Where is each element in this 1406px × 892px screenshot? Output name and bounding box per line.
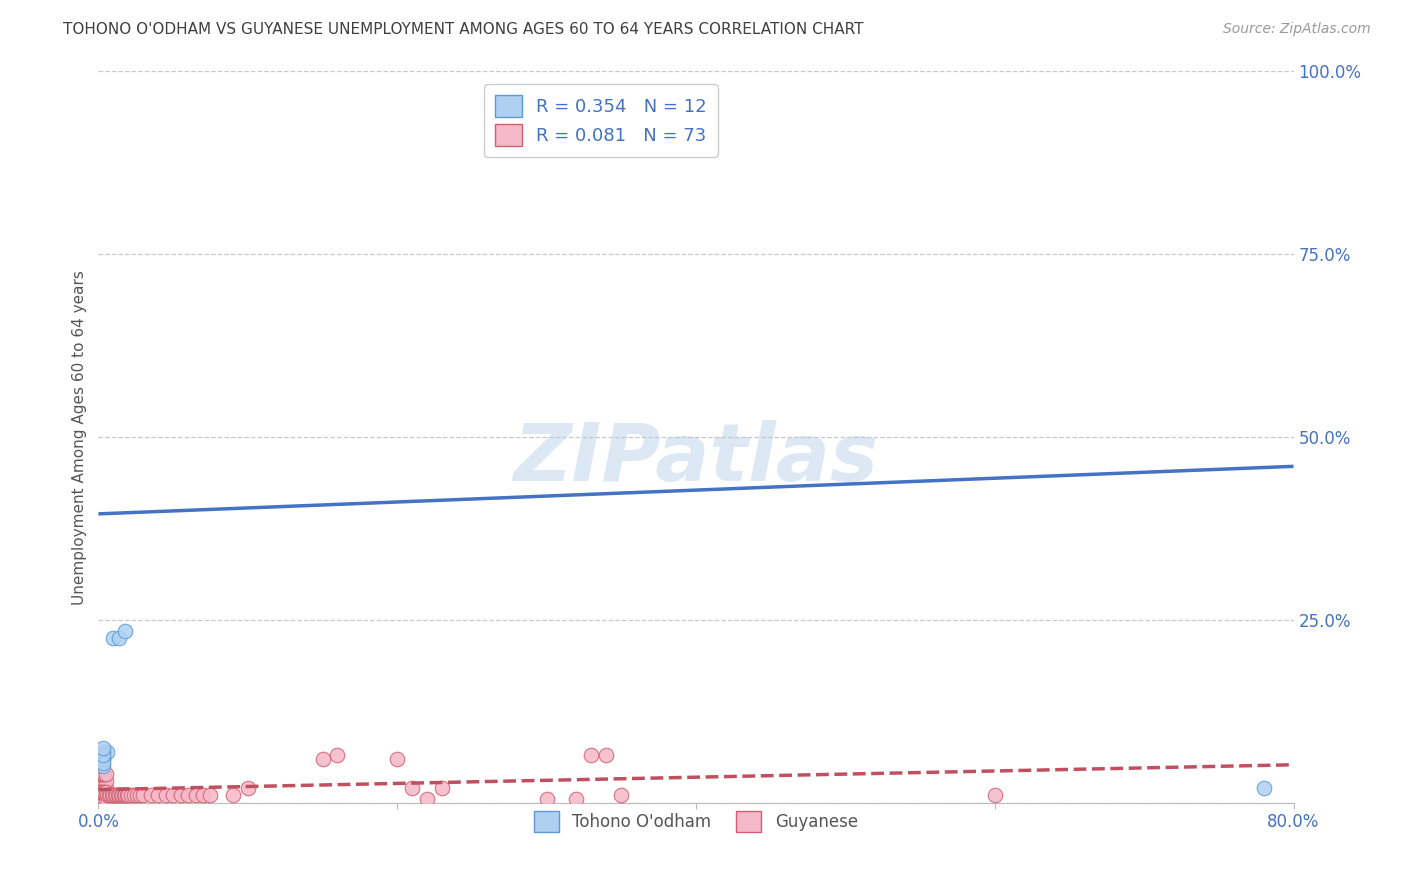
Point [91, 773, 114, 788]
Point [326, 748, 349, 763]
Point [132, 789, 155, 803]
Point [114, 789, 136, 803]
Point [89, 773, 111, 788]
Point [91, 781, 114, 796]
Point [385, 752, 409, 766]
Point [162, 789, 184, 803]
Point [91, 756, 114, 770]
Point [93, 789, 115, 803]
Point [120, 789, 142, 803]
Point [581, 748, 603, 763]
Point [124, 789, 146, 803]
Point [94, 773, 117, 788]
Point [89, 781, 111, 796]
Point [94, 792, 117, 806]
Point [94, 781, 117, 796]
Point [91, 766, 114, 780]
Point [536, 792, 558, 806]
Point [430, 781, 453, 796]
Point [94, 789, 117, 803]
Point [94, 785, 117, 799]
Point [90, 785, 112, 799]
Point [91, 789, 114, 803]
Point [101, 789, 124, 803]
Point [595, 748, 617, 763]
Point [401, 781, 423, 796]
Point [184, 789, 207, 803]
Point [107, 789, 129, 803]
Point [127, 789, 149, 803]
Point [93, 781, 115, 796]
Point [91, 752, 114, 766]
Point [148, 789, 170, 803]
Point [91, 792, 114, 806]
Point [91, 740, 114, 755]
Point [416, 792, 439, 806]
Point [129, 789, 152, 803]
Point [93, 792, 115, 806]
Point [1253, 781, 1275, 796]
Point [89, 785, 111, 799]
Point [984, 789, 1007, 803]
Point [89, 766, 111, 780]
Point [108, 789, 131, 803]
Point [90, 773, 112, 788]
Point [90, 789, 112, 803]
Point [91, 759, 114, 773]
Point [222, 789, 245, 803]
Point [200, 789, 222, 803]
Point [93, 766, 115, 780]
Text: TOHONO O'ODHAM VS GUYANESE UNEMPLOYMENT AMONG AGES 60 TO 64 YEARS CORRELATION CH: TOHONO O'ODHAM VS GUYANESE UNEMPLOYMENT … [63, 22, 863, 37]
Text: ZIPatlas: ZIPatlas [513, 420, 879, 498]
Point [139, 789, 162, 803]
Point [311, 752, 333, 766]
Point [93, 773, 115, 788]
Point [565, 792, 588, 806]
Point [91, 745, 114, 759]
Point [89, 792, 111, 806]
Point [98, 789, 122, 803]
Point [91, 752, 114, 766]
Legend: Tohono O'odham, Guyanese: Tohono O'odham, Guyanese [527, 805, 865, 838]
Text: Source: ZipAtlas.com: Source: ZipAtlas.com [1223, 22, 1371, 37]
Y-axis label: Unemployment Among Ages 60 to 64 years: Unemployment Among Ages 60 to 64 years [72, 269, 87, 605]
Point [96, 789, 118, 803]
Point [110, 789, 132, 803]
Point [104, 789, 127, 803]
Point [90, 792, 112, 806]
Point [115, 789, 138, 803]
Point [90, 766, 112, 780]
Point [191, 789, 214, 803]
Point [112, 789, 135, 803]
Point [91, 748, 114, 763]
Point [117, 789, 139, 803]
Point [610, 789, 633, 803]
Point [114, 624, 136, 638]
Point [94, 766, 117, 780]
Point [169, 789, 191, 803]
Point [89, 789, 111, 803]
Point [91, 785, 114, 799]
Point [105, 789, 128, 803]
Point [236, 781, 259, 796]
Point [108, 632, 131, 646]
Point [96, 745, 118, 759]
Point [103, 632, 125, 646]
Point [103, 789, 125, 803]
Point [111, 789, 134, 803]
Point [177, 789, 200, 803]
Point [93, 785, 115, 799]
Point [155, 789, 177, 803]
Point [97, 789, 120, 803]
Point [90, 781, 112, 796]
